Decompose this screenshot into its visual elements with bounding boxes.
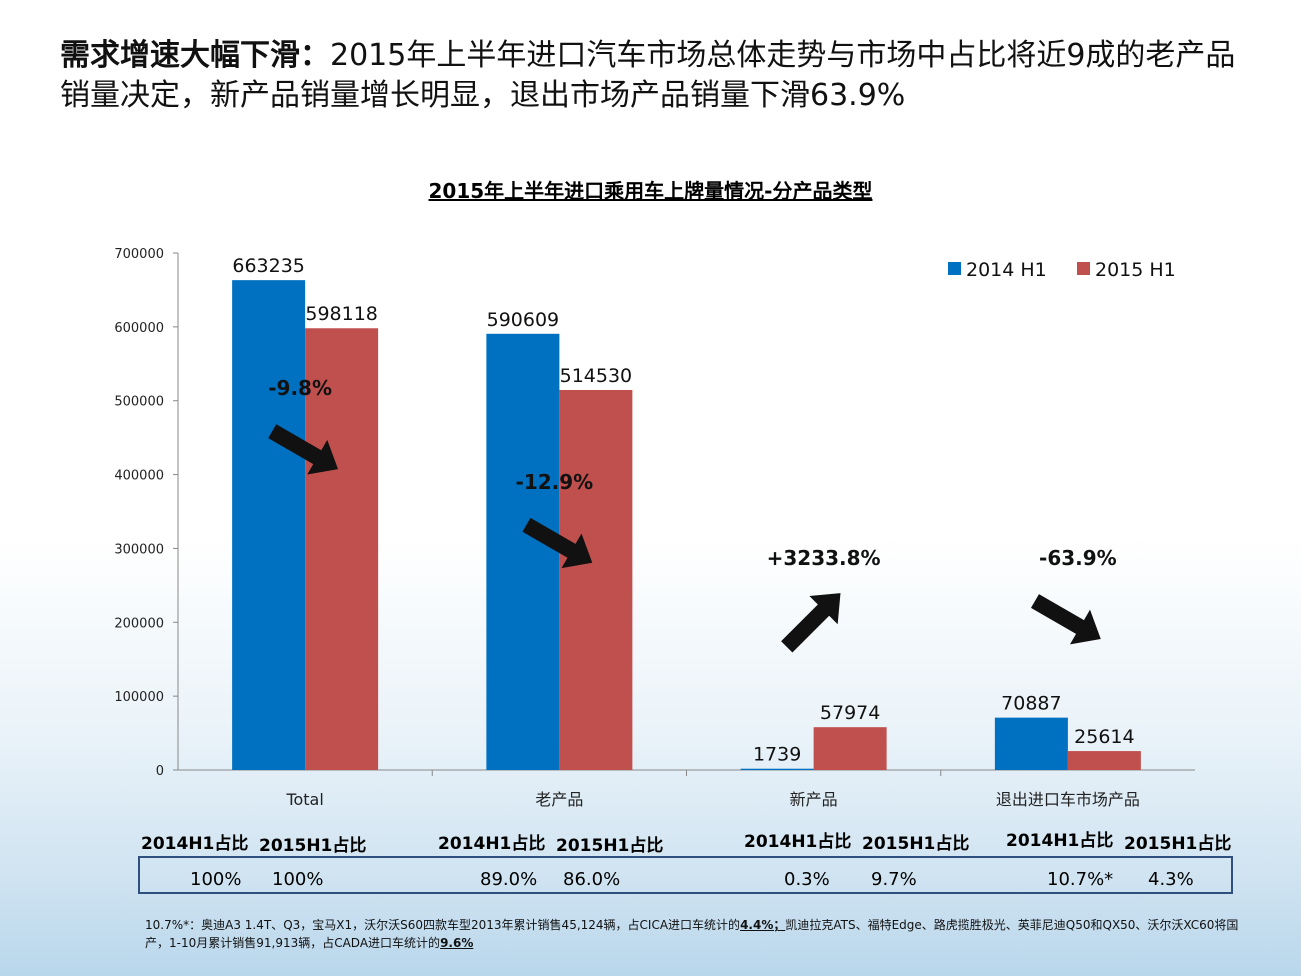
y-tick-label: 100000 xyxy=(114,690,164,705)
data-label: 514530 xyxy=(560,365,633,387)
arrow-down-icon xyxy=(1030,594,1101,645)
y-tick-label: 300000 xyxy=(114,542,164,557)
x-tick-label: 老产品 xyxy=(535,790,583,809)
share-header-2015: 2015H1占比 xyxy=(259,836,367,856)
footnote-part2: 凯迪拉克ATS、福特Edge、路虎揽胜极光、英菲尼迪Q50和QX50、沃尔沃XC… xyxy=(145,918,1239,950)
share-values-box xyxy=(138,856,1233,894)
share-value-2014: 100% xyxy=(190,869,242,890)
share-value-2014: 89.0% xyxy=(480,869,538,890)
bar xyxy=(559,389,633,770)
arrow-down-icon xyxy=(268,424,339,475)
data-label: 590609 xyxy=(487,309,560,331)
y-tick-label: 200000 xyxy=(114,616,164,631)
chart-title: 2015年上半年进口乘用车上牌量情况-分产品类型 xyxy=(428,179,873,203)
share-header-2015: 2015H1占比 xyxy=(862,834,970,854)
legend-label: 2015 H1 xyxy=(1095,259,1176,281)
change-label: -12.9% xyxy=(516,470,594,494)
share-header-2014: 2014H1占比 xyxy=(744,832,852,852)
footnote-highlight-2: 9.6% xyxy=(440,936,474,950)
share-header-2015: 2015H1占比 xyxy=(1124,834,1232,854)
data-label: 1739 xyxy=(753,744,801,766)
bar xyxy=(232,280,306,770)
bar xyxy=(305,328,379,770)
footnote: 10.7%*：奥迪A3 1.4T、Q3，宝马X1，沃尔沃S60四款车型2013年… xyxy=(145,916,1245,952)
data-label: 57974 xyxy=(820,702,880,724)
arrow-down-icon xyxy=(522,517,593,569)
y-tick-label: 600000 xyxy=(114,321,164,336)
bar xyxy=(486,333,560,770)
bar xyxy=(740,768,814,770)
share-value-2015: 4.3% xyxy=(1148,869,1194,890)
footnote-highlight-1: 4.4%； xyxy=(740,918,786,932)
share-value-2015: 100% xyxy=(272,869,324,890)
y-tick-label: 400000 xyxy=(114,469,164,484)
arrow-up-icon xyxy=(781,593,841,653)
data-label: 663235 xyxy=(232,255,305,277)
legend-swatch xyxy=(948,262,961,275)
y-tick-label: 0 xyxy=(156,764,164,779)
bar xyxy=(994,717,1068,770)
legend-swatch xyxy=(1077,262,1090,275)
footnote-part1: 10.7%*：奥迪A3 1.4T、Q3，宝马X1，沃尔沃S60四款车型2013年… xyxy=(145,918,741,932)
share-header-2015: 2015H1占比 xyxy=(556,836,664,856)
share-header-2014: 2014H1占比 xyxy=(141,834,249,854)
change-label: -9.8% xyxy=(268,376,332,400)
legend-label: 2014 H1 xyxy=(966,259,1047,281)
y-tick-label: 700000 xyxy=(114,247,164,262)
data-label: 70887 xyxy=(1001,693,1061,715)
headline-bold: 需求增速大幅下滑： xyxy=(60,38,330,73)
share-value-2015: 86.0% xyxy=(563,869,621,890)
headline: 需求增速大幅下滑：2015年上半年进口汽车市场总体走势与市场中占比将近9成的老产… xyxy=(60,36,1260,116)
x-tick-label: Total xyxy=(285,790,323,809)
share-value-2015: 9.7% xyxy=(871,869,917,890)
data-label: 598118 xyxy=(305,303,378,325)
share-header-2014: 2014H1占比 xyxy=(1006,831,1114,851)
headline-text: 2015年上半年进口汽车市场总体走势与市场中占比将近9成的老产品销量决定，新产品… xyxy=(60,38,1236,113)
change-label: -63.9% xyxy=(1039,546,1117,570)
bar xyxy=(813,727,887,770)
data-label: 25614 xyxy=(1074,726,1134,748)
y-tick-label: 500000 xyxy=(114,395,164,410)
change-label: +3233.8% xyxy=(767,546,881,570)
share-value-2014: 0.3% xyxy=(784,869,830,890)
bar xyxy=(1067,751,1141,770)
x-tick-label: 新产品 xyxy=(790,790,838,809)
x-tick-label: 退出进口车市场产品 xyxy=(996,790,1140,809)
share-value-2014: 10.7%* xyxy=(1047,869,1114,890)
share-header-2014: 2014H1占比 xyxy=(438,834,546,854)
